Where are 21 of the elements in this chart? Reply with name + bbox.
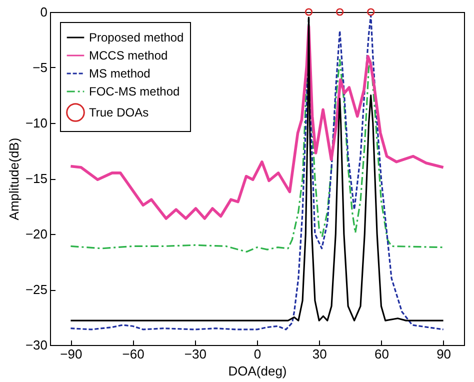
x-tick-label: 0 [254,346,262,362]
x-tick-label: 90 [436,346,452,362]
y-tick-label: −15 [25,171,48,186]
x-tick-label: −90 [60,346,82,362]
y-tick-label: 0 [40,4,48,20]
y-tick-label: −25 [25,282,48,297]
legend-label: FOC-MS method [89,84,180,98]
y-tick-label: −5 [32,60,48,75]
x-axis-title: DOA(deg) [228,364,287,378]
x-tick-label: −30 [184,346,206,362]
x-tick-label: −60 [122,346,144,362]
x-tick-label: 60 [374,346,389,362]
legend-label: Proposed method [89,30,184,44]
legend-label: True DOAs [89,106,149,120]
legend-label: MS method [89,66,150,80]
y-axis-title: Amplitude(dB) [6,138,22,220]
x-tick-label: 30 [312,346,327,362]
legend-label: MCCS method [89,48,168,62]
y-tick-label: −10 [25,116,48,130]
line-series [69,25,445,220]
y-tick-label: −20 [25,226,48,242]
